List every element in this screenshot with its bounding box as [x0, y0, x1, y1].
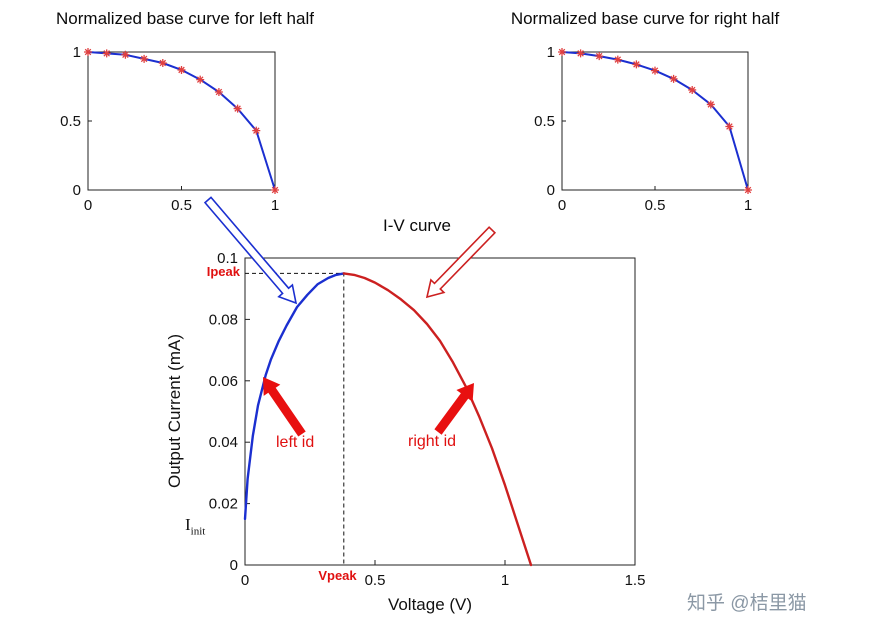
iinit-subscript: init [190, 525, 206, 538]
data-marker [196, 75, 205, 84]
y-tick-label: 0.5 [60, 113, 81, 130]
left-base-chart: 0 0.5 1 0 0.5 1 [60, 44, 279, 214]
iinit-base-text: I [185, 515, 191, 534]
x-tick-label: 1 [744, 197, 752, 214]
peak-dashed-guides [245, 272, 345, 565]
left-base-title: Normalized base curve for left half [56, 9, 314, 28]
data-marker [121, 50, 130, 59]
data-marker [252, 126, 261, 135]
y-tick-label: 0 [73, 182, 81, 199]
data-marker [177, 65, 186, 74]
x-tick-label: 0.5 [645, 197, 666, 214]
data-marker [140, 54, 149, 63]
y-tick-label: 0.06 [209, 373, 238, 390]
x-tick-label: 1 [271, 197, 279, 214]
y-tick-label: 0 [230, 557, 238, 574]
y-tick-label: 0.04 [209, 434, 238, 451]
y-tick-label: 0.08 [209, 311, 238, 328]
data-marker [651, 66, 659, 75]
data-marker [595, 52, 604, 61]
data-marker [725, 122, 734, 131]
axes-box [244, 257, 636, 566]
x-tick-label: 0 [84, 197, 92, 214]
y-tick-label: 0.5 [534, 113, 555, 130]
series-left-half-left-id- [243, 272, 346, 521]
data-marker [576, 49, 585, 58]
data-marker [632, 60, 641, 69]
y-axis-label: Output Current (mA) [165, 334, 184, 488]
watermark: 知乎 @桔里猫 [687, 593, 807, 614]
data-marker [613, 55, 622, 64]
y-tick-label: 0.02 [209, 496, 238, 513]
data-marker [558, 48, 566, 56]
x-tick-label: 0 [241, 572, 249, 589]
left-id-label: left id [276, 434, 315, 451]
data-marker [271, 186, 279, 194]
y-tick-label: 1 [547, 44, 555, 61]
x-axis-label: Voltage (V) [387, 595, 473, 614]
x-tick-label: 0 [558, 197, 566, 214]
right-id-label: right id [408, 433, 457, 450]
data-marker [688, 85, 697, 94]
data-marker [158, 59, 167, 68]
y-tick-label: 1 [73, 44, 81, 61]
x-tick-label: 1.5 [625, 572, 646, 589]
y-tick-label: 0 [547, 182, 555, 199]
x-tick-label: 0.5 [171, 197, 192, 214]
vpeak-label: Vpeak [318, 568, 357, 583]
data-marker [669, 74, 678, 83]
data-marker [214, 88, 223, 97]
data-marker [84, 48, 92, 56]
right-base-chart: 0 0.5 1 0 0.5 1 [534, 44, 752, 214]
iinit-label: Iinit [185, 515, 205, 537]
ipeak-label: Ipeak [206, 264, 240, 279]
data-marker [744, 186, 752, 194]
x-tick-label: 1 [501, 572, 509, 589]
series-right-half-right-id- [342, 272, 533, 567]
data-marker [706, 100, 715, 109]
iv-curve-label: I-V curve [383, 216, 452, 235]
right-base-title: Normalized base curve for right half [510, 9, 780, 28]
data-marker [233, 104, 242, 113]
data-marker [102, 49, 111, 58]
x-tick-label: 0.5 [365, 572, 386, 589]
